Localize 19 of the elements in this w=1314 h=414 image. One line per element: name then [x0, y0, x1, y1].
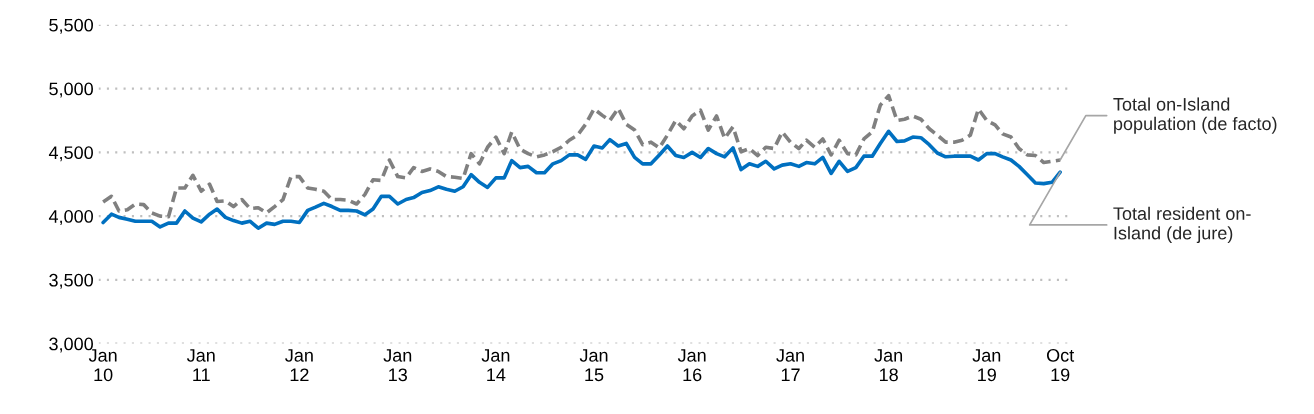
text: Total on-Island population (de facto)	[1113, 97, 1277, 134]
y-tick-label: 5,500	[49, 18, 93, 34]
y-tick-label: 5,000	[49, 82, 93, 98]
x-tick-label: Oct 19	[1046, 348, 1075, 382]
line-series	[101, 129, 1062, 231]
y-tick-label: 4,500	[48, 146, 93, 162]
x-tick-label: Jan 17	[776, 349, 804, 382]
text: Total resident on- Island (de jure)	[1113, 206, 1251, 244]
y-tick-label: 4,000	[48, 210, 93, 225]
x-tick-label: Jan 19	[972, 349, 1001, 382]
line-series	[101, 93, 1062, 219]
x-tick-label: Jan 12	[285, 349, 313, 382]
x-tick-label: Jan 15	[579, 349, 608, 382]
x-tick-label: Jan 14	[481, 349, 510, 382]
x-tick-label: Jan 18	[874, 349, 903, 382]
x-tick-label: Jan 16	[677, 349, 706, 382]
x-tick-label: Jan 11	[186, 349, 215, 382]
x-tick-label: Jan 13	[383, 349, 412, 382]
y-tick-label: 3,500	[49, 273, 93, 289]
